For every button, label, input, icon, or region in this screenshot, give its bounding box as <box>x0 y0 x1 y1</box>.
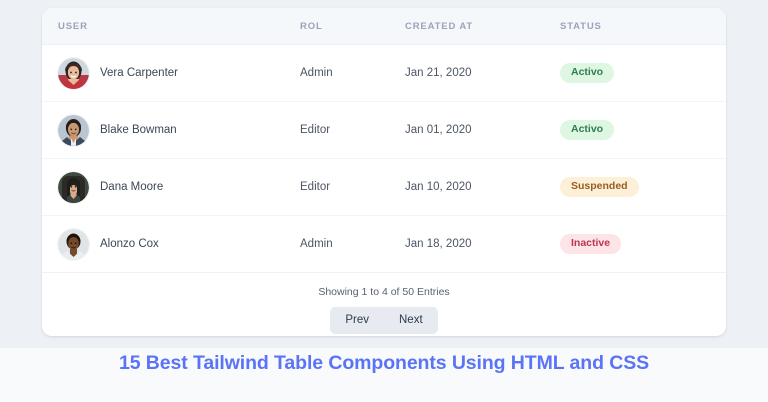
table-header: USER ROL CREATED AT STATUS <box>42 8 726 45</box>
cell-status: Suspended <box>560 159 726 216</box>
avatar-vera-carpenter <box>58 57 89 89</box>
status-badge: Activo <box>560 63 615 83</box>
pagination: Prev Next <box>330 307 438 334</box>
cell-user: Dana Moore <box>42 159 300 216</box>
page-background-bottom <box>0 348 768 402</box>
cell-created-at: Jan 01, 2020 <box>405 124 472 136</box>
user-name: Blake Bowman <box>100 124 177 136</box>
avatar-alonzo-cox <box>58 228 89 260</box>
table-row[interactable]: Blake Bowman Editor Jan 01, 2020 Activo <box>42 102 726 159</box>
cell-created-at: Jan 18, 2020 <box>405 238 472 250</box>
user-table-card: USER ROL CREATED AT STATUS <box>42 8 726 336</box>
table-body: Vera Carpenter Admin Jan 21, 2020 Activo <box>42 45 726 273</box>
status-badge: Inactive <box>560 234 622 254</box>
pagination-prev-button[interactable]: Prev <box>330 307 384 334</box>
pagination-next-button[interactable]: Next <box>384 307 438 334</box>
avatar-dana-moore <box>58 171 89 203</box>
cell-rol: Editor <box>300 181 331 193</box>
column-header-rol[interactable]: ROL <box>300 8 405 45</box>
avatar-blake-bowman <box>58 114 89 146</box>
cell-status: Inactive <box>560 216 726 273</box>
column-header-status[interactable]: STATUS <box>560 8 726 45</box>
user-name: Alonzo Cox <box>100 238 159 250</box>
cell-rol: Admin <box>300 238 333 250</box>
table-row[interactable]: Alonzo Cox Admin Jan 18, 2020 Inactive <box>42 216 726 273</box>
cell-user: Blake Bowman <box>42 102 300 159</box>
cell-rol: Editor <box>300 124 331 136</box>
status-badge: Activo <box>560 120 615 140</box>
table-row[interactable]: Dana Moore Editor Jan 10, 2020 Suspended <box>42 159 726 216</box>
cell-rol: Admin <box>300 67 333 79</box>
users-table: USER ROL CREATED AT STATUS <box>42 8 726 273</box>
cell-status: Activo <box>560 102 726 159</box>
table-footer: Showing 1 to 4 of 50 Entries Prev Next <box>42 273 726 334</box>
cell-status: Activo <box>560 45 726 102</box>
column-header-user[interactable]: USER <box>42 8 300 45</box>
cell-created-at: Jan 10, 2020 <box>405 181 472 193</box>
status-badge: Suspended <box>560 177 639 197</box>
table-header-row: USER ROL CREATED AT STATUS <box>42 8 726 45</box>
page-caption: 15 Best Tailwind Table Components Using … <box>118 352 650 374</box>
cell-user: Alonzo Cox <box>42 216 300 273</box>
table-row[interactable]: Vera Carpenter Admin Jan 21, 2020 Activo <box>42 45 726 102</box>
user-name: Dana Moore <box>100 181 164 193</box>
cell-created-at: Jan 21, 2020 <box>405 67 472 79</box>
user-name: Vera Carpenter <box>100 67 178 79</box>
cell-user: Vera Carpenter <box>42 45 300 102</box>
showing-entries-text: Showing 1 to 4 of 50 Entries <box>318 286 450 298</box>
column-header-created-at[interactable]: CREATED AT <box>405 8 560 45</box>
